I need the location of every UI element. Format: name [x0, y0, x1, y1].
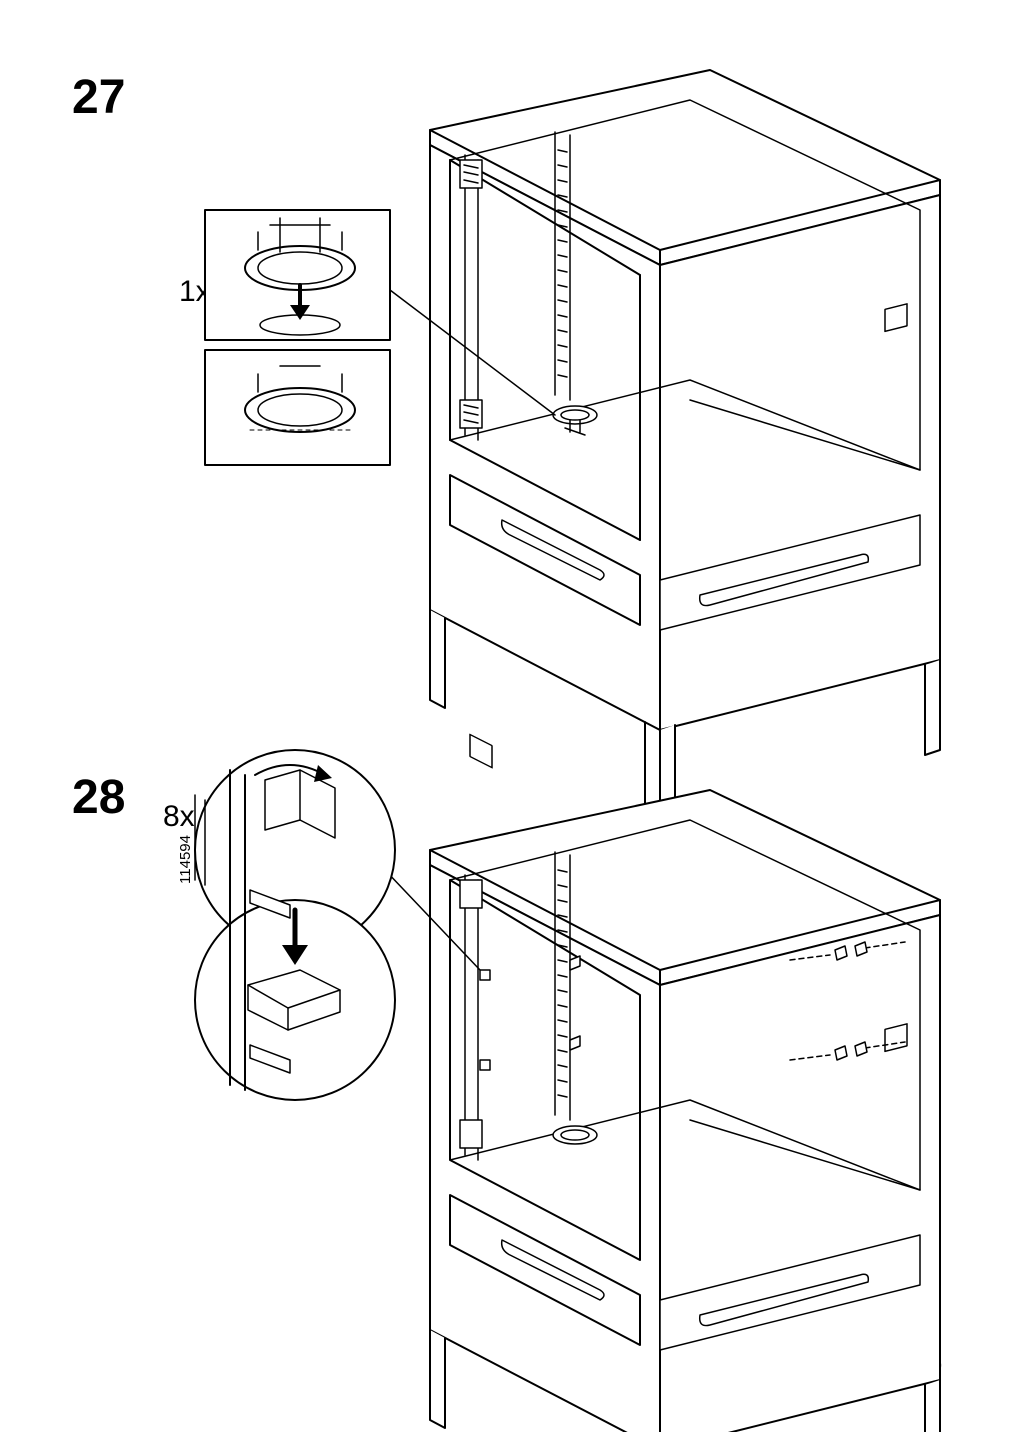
cabinet-step-27 [430, 70, 940, 820]
cabinet-step-28 [430, 790, 940, 1432]
illustration-svg [0, 0, 1012, 1432]
assembly-instruction-page: 27 28 1x 8x 195465 114594 29 [0, 0, 1012, 1432]
